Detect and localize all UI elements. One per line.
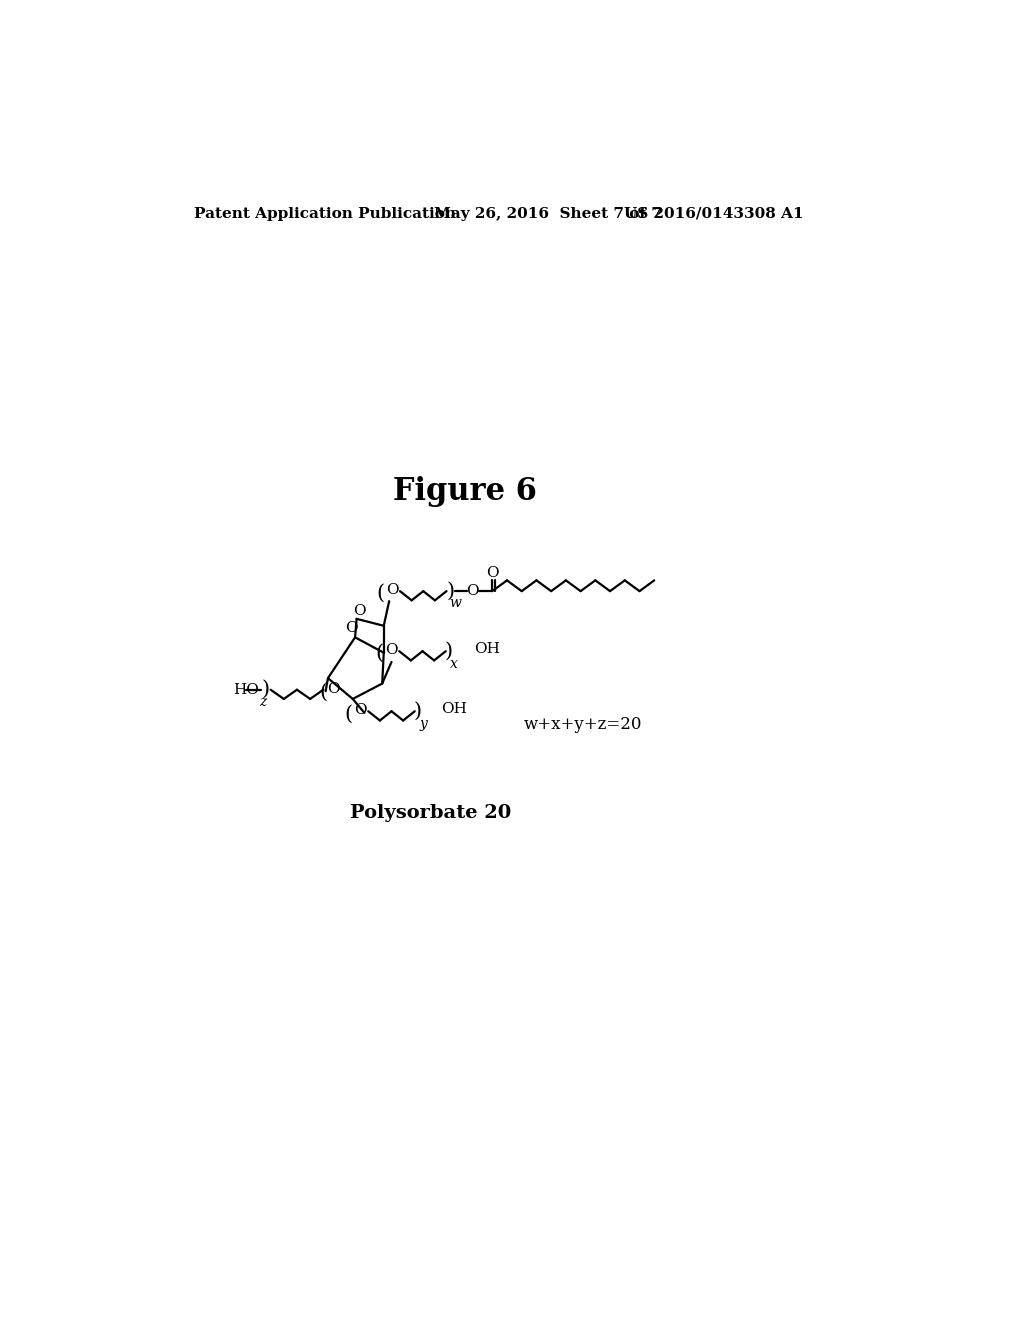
Text: O: O — [486, 566, 499, 579]
Text: OH: OH — [441, 702, 467, 715]
Text: May 26, 2016  Sheet 7 of 7: May 26, 2016 Sheet 7 of 7 — [434, 207, 662, 220]
Text: Patent Application Publication: Patent Application Publication — [194, 207, 456, 220]
Text: HO: HO — [233, 682, 259, 697]
Text: O: O — [327, 682, 340, 696]
Text: (: ( — [376, 644, 384, 663]
Text: O: O — [354, 704, 367, 718]
Text: OH: OH — [474, 642, 501, 656]
Text: ): ) — [446, 582, 455, 601]
Text: Polysorbate 20: Polysorbate 20 — [349, 804, 511, 822]
Text: (: ( — [319, 684, 328, 702]
Text: US 2016/0143308 A1: US 2016/0143308 A1 — [624, 207, 804, 220]
Text: z: z — [259, 696, 266, 709]
Text: (: ( — [377, 583, 385, 603]
Text: (: ( — [345, 705, 353, 723]
Text: x: x — [451, 656, 458, 671]
Text: w: w — [450, 597, 461, 610]
Text: Figure 6: Figure 6 — [393, 475, 537, 507]
Text: ): ) — [262, 680, 270, 700]
Text: O: O — [386, 582, 398, 597]
Text: y: y — [420, 717, 427, 730]
Text: O: O — [352, 605, 366, 618]
Text: O: O — [345, 622, 357, 635]
Text: O: O — [467, 585, 479, 598]
Text: w+x+y+z=20: w+x+y+z=20 — [523, 715, 642, 733]
Text: ): ) — [414, 702, 422, 721]
Text: O: O — [385, 643, 397, 656]
Text: ): ) — [444, 642, 453, 661]
